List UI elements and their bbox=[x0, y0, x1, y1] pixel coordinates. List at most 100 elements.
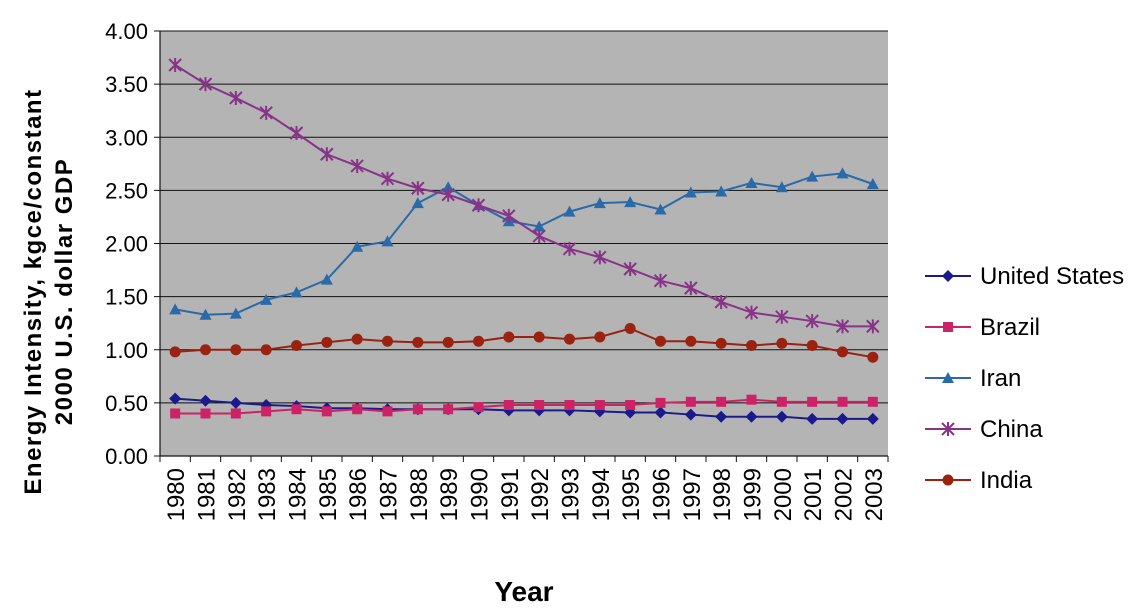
data-point bbox=[532, 229, 546, 244]
gridlines bbox=[154, 30, 888, 457]
data-point bbox=[715, 410, 728, 423]
data-point bbox=[563, 205, 576, 217]
data-point bbox=[623, 262, 637, 276]
data-point bbox=[745, 410, 758, 423]
data-point bbox=[684, 281, 698, 296]
y-tick-label: 3.50 bbox=[105, 72, 148, 97]
data-point bbox=[775, 410, 788, 423]
data-point bbox=[473, 335, 484, 347]
data-point bbox=[198, 77, 213, 92]
legend-label: United States bbox=[980, 263, 1124, 290]
x-tick-label: 1980 bbox=[163, 468, 190, 521]
data-point bbox=[653, 273, 668, 288]
data-point bbox=[716, 396, 727, 407]
y-axis-label-line-2: 2000 U.S. dollar GDP bbox=[51, 158, 78, 425]
data-point bbox=[200, 344, 211, 356]
data-point bbox=[200, 408, 211, 419]
data-point bbox=[744, 305, 759, 320]
legend-entry: China bbox=[925, 416, 1043, 443]
legend-label: Brazil bbox=[980, 314, 1040, 341]
data-point bbox=[471, 198, 486, 213]
data-point bbox=[776, 396, 787, 407]
legend-marker bbox=[942, 474, 954, 486]
data-point bbox=[260, 293, 273, 305]
data-point bbox=[655, 397, 666, 408]
data-point bbox=[351, 240, 364, 252]
data-point bbox=[837, 396, 848, 407]
data-point bbox=[624, 323, 636, 334]
data-point bbox=[866, 178, 879, 189]
data-point bbox=[411, 197, 424, 209]
data-point bbox=[836, 412, 849, 425]
axes bbox=[159, 31, 889, 462]
y-tick-label: 1.00 bbox=[105, 338, 148, 363]
x-tick-label: 1988 bbox=[406, 468, 433, 521]
data-point bbox=[866, 319, 880, 334]
y-tick-label: 2.50 bbox=[105, 178, 148, 203]
data-point bbox=[442, 336, 454, 348]
data-point bbox=[290, 286, 303, 298]
data-point bbox=[533, 220, 546, 232]
legend-marker bbox=[942, 270, 954, 282]
data-point bbox=[168, 58, 182, 72]
x-tick-label: 1997 bbox=[679, 468, 706, 521]
data-point bbox=[564, 400, 575, 410]
series-iran bbox=[169, 167, 879, 320]
data-point bbox=[230, 408, 241, 419]
data-point bbox=[442, 181, 455, 193]
x-tick-label: 1996 bbox=[649, 468, 676, 521]
data-point bbox=[807, 396, 818, 407]
data-point bbox=[291, 340, 302, 351]
data-point bbox=[866, 412, 879, 425]
data-point bbox=[321, 336, 333, 348]
x-tick-label: 1995 bbox=[618, 468, 645, 521]
legend-entry: Brazil bbox=[925, 314, 1040, 341]
data-point bbox=[775, 309, 789, 324]
legend-marker bbox=[942, 372, 954, 383]
x-tick-label: 2001 bbox=[800, 468, 827, 521]
y-axis-label-line-1: Energy Intensity, kgce/constant bbox=[20, 88, 47, 494]
data-point bbox=[746, 340, 757, 351]
series-line bbox=[174, 64, 873, 328]
data-point bbox=[776, 337, 788, 349]
data-point bbox=[533, 331, 545, 343]
data-point bbox=[289, 126, 304, 140]
data-point bbox=[169, 346, 181, 358]
data-point bbox=[473, 402, 484, 413]
data-point bbox=[624, 196, 637, 208]
data-point bbox=[625, 400, 636, 410]
data-point bbox=[199, 394, 212, 407]
x-tick-label: 1999 bbox=[740, 468, 767, 521]
y-tick-label: 2.00 bbox=[105, 232, 148, 257]
series-line bbox=[175, 398, 873, 415]
data-point bbox=[654, 203, 667, 215]
x-tick-label: 1998 bbox=[709, 468, 736, 521]
series-lines bbox=[168, 58, 880, 425]
data-point bbox=[775, 181, 788, 193]
data-point bbox=[320, 273, 333, 285]
x-tick-label: 1981 bbox=[194, 468, 221, 521]
series-india bbox=[169, 323, 879, 363]
data-point bbox=[564, 333, 575, 345]
data-point bbox=[351, 333, 363, 345]
data-point bbox=[229, 396, 242, 409]
data-point bbox=[443, 404, 454, 415]
data-point bbox=[321, 406, 332, 417]
legend-entry: Iran bbox=[925, 365, 1021, 392]
data-point bbox=[382, 406, 393, 417]
data-point bbox=[534, 400, 545, 410]
data-point bbox=[350, 158, 364, 173]
y-tick-label: 1.50 bbox=[105, 285, 148, 310]
legend-label: India bbox=[980, 467, 1033, 494]
data-point bbox=[593, 197, 606, 209]
data-point bbox=[261, 406, 272, 417]
data-point bbox=[199, 308, 212, 320]
data-point bbox=[714, 294, 728, 309]
data-point bbox=[835, 319, 850, 334]
data-point bbox=[562, 241, 577, 256]
series-brazil bbox=[170, 394, 878, 419]
data-point bbox=[229, 90, 243, 105]
data-point bbox=[503, 400, 514, 410]
data-point bbox=[169, 303, 182, 315]
y-tick-label: 3.00 bbox=[105, 125, 148, 150]
